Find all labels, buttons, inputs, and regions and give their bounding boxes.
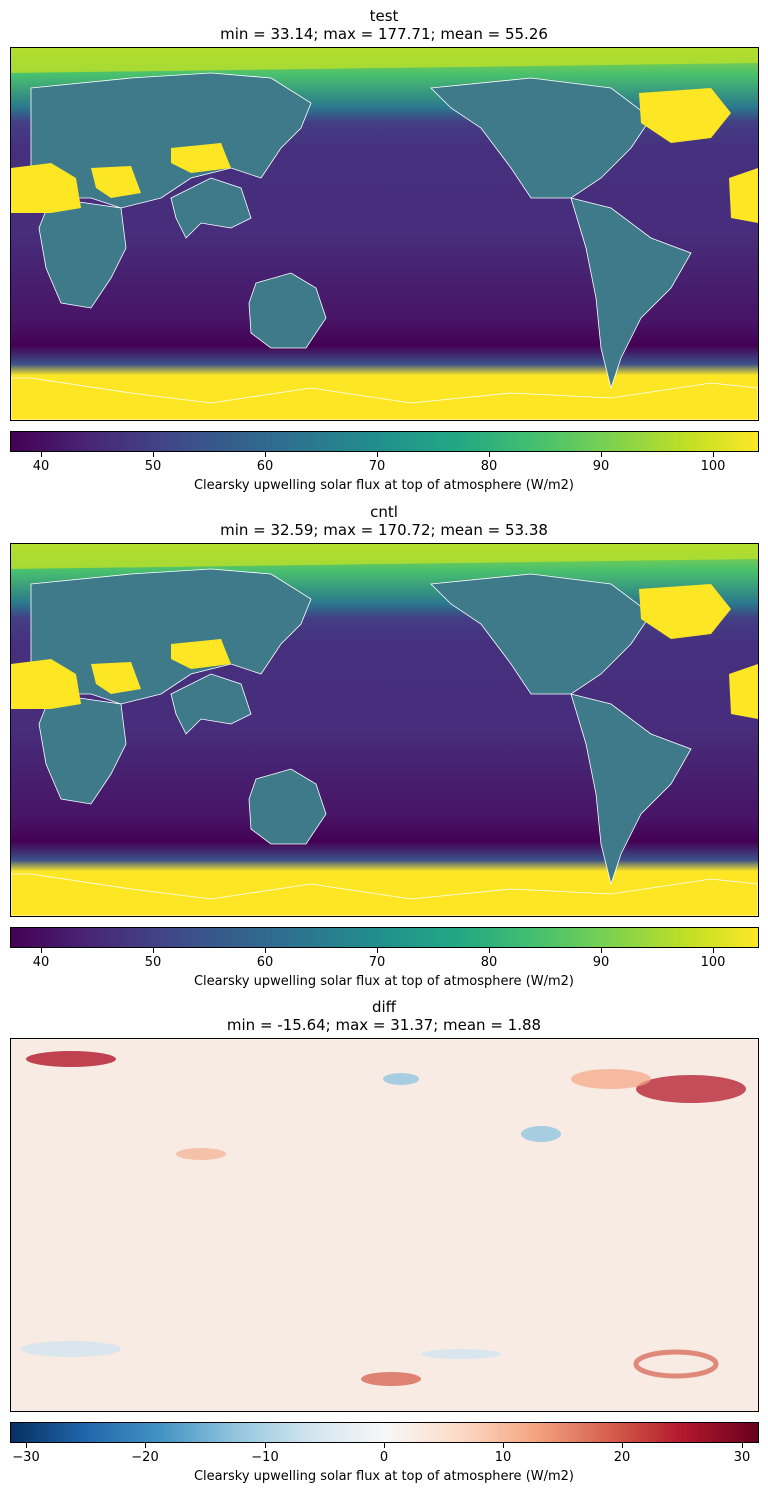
tick-label: 40 [32, 955, 50, 970]
tick-mark [265, 1443, 266, 1448]
diff-field [11, 1039, 758, 1411]
tick-mark [503, 1443, 504, 1448]
arctic-band [11, 544, 758, 569]
tick-mark [41, 452, 42, 457]
panel-subtitle: min = -15.64; max = 31.37; mean = 1.88 [226, 1016, 542, 1034]
tick-label: 70 [368, 459, 386, 474]
tick-label: 40 [32, 459, 50, 474]
tick-mark [265, 948, 266, 953]
panel-subtitle: min = 33.14; max = 177.71; mean = 55.26 [220, 25, 548, 43]
panel-diff: diff min = -15.64; max = 31.37; mean = 1… [0, 991, 768, 1489]
tick-label: −10 [251, 1450, 279, 1465]
panel-title: cntl [370, 503, 398, 521]
tick-mark [26, 1443, 27, 1448]
bright-regions [11, 88, 758, 223]
tick-mark [377, 452, 378, 457]
arctic-band [11, 48, 758, 73]
panel-cntl: cntl min = 32.59; max = 170.72; mean = 5… [0, 496, 768, 994]
tick-label: 70 [368, 955, 386, 970]
tick-label: 80 [480, 955, 498, 970]
tick-label: 90 [592, 955, 610, 970]
tick-mark [145, 1443, 146, 1448]
diff-anomalies [21, 1051, 746, 1386]
colorbar-label: Clearsky upwelling solar flux at top of … [193, 974, 574, 989]
tick-mark [713, 948, 714, 953]
colorbar [10, 431, 759, 452]
colorbar [10, 927, 759, 948]
tick-mark [377, 948, 378, 953]
tick-label: 20 [613, 1450, 631, 1465]
tick-label: 10 [494, 1450, 512, 1465]
tick-label: 50 [144, 459, 162, 474]
tick-label: 30 [733, 1450, 751, 1465]
tick-mark [601, 452, 602, 457]
tick-label: 0 [379, 1450, 389, 1465]
panel-subtitle: min = 32.59; max = 170.72; mean = 53.38 [220, 521, 548, 539]
tick-label: 60 [256, 459, 274, 474]
panel-test: test min = 33.14; max = 177.71; mean = 5… [0, 0, 768, 498]
map-test [10, 47, 759, 421]
tick-mark [622, 1443, 623, 1448]
tick-label: 60 [256, 955, 274, 970]
tick-label: 100 [700, 955, 726, 970]
tick-label: −20 [131, 1450, 159, 1465]
tick-mark [384, 1443, 385, 1448]
tick-mark [489, 452, 490, 457]
map-cntl [10, 543, 759, 917]
tick-mark [713, 452, 714, 457]
colorbar-ticks: −30 −20 −10 0 10 20 30 [10, 1443, 759, 1465]
tick-mark [489, 948, 490, 953]
colorbar-ticks: 40 50 60 70 80 90 100 [10, 948, 759, 970]
tick-label: 90 [592, 459, 610, 474]
colorbar [10, 1422, 759, 1443]
tick-label: 100 [700, 459, 726, 474]
tick-label: −30 [12, 1450, 40, 1465]
tick-mark [153, 948, 154, 953]
tick-label: 80 [480, 459, 498, 474]
tick-mark [41, 948, 42, 953]
tick-mark [153, 452, 154, 457]
panel-title: test [369, 7, 399, 25]
tick-mark [601, 948, 602, 953]
colorbar-label: Clearsky upwelling solar flux at top of … [193, 478, 574, 493]
tick-label: 50 [144, 955, 162, 970]
map-diff [10, 1038, 759, 1412]
colorbar-label: Clearsky upwelling solar flux at top of … [193, 1469, 574, 1484]
panel-title: diff [371, 998, 397, 1016]
bright-regions [11, 584, 758, 719]
colorbar-ticks: 40 50 60 70 80 90 100 [10, 452, 759, 474]
tick-mark [742, 1443, 743, 1448]
tick-mark [265, 452, 266, 457]
